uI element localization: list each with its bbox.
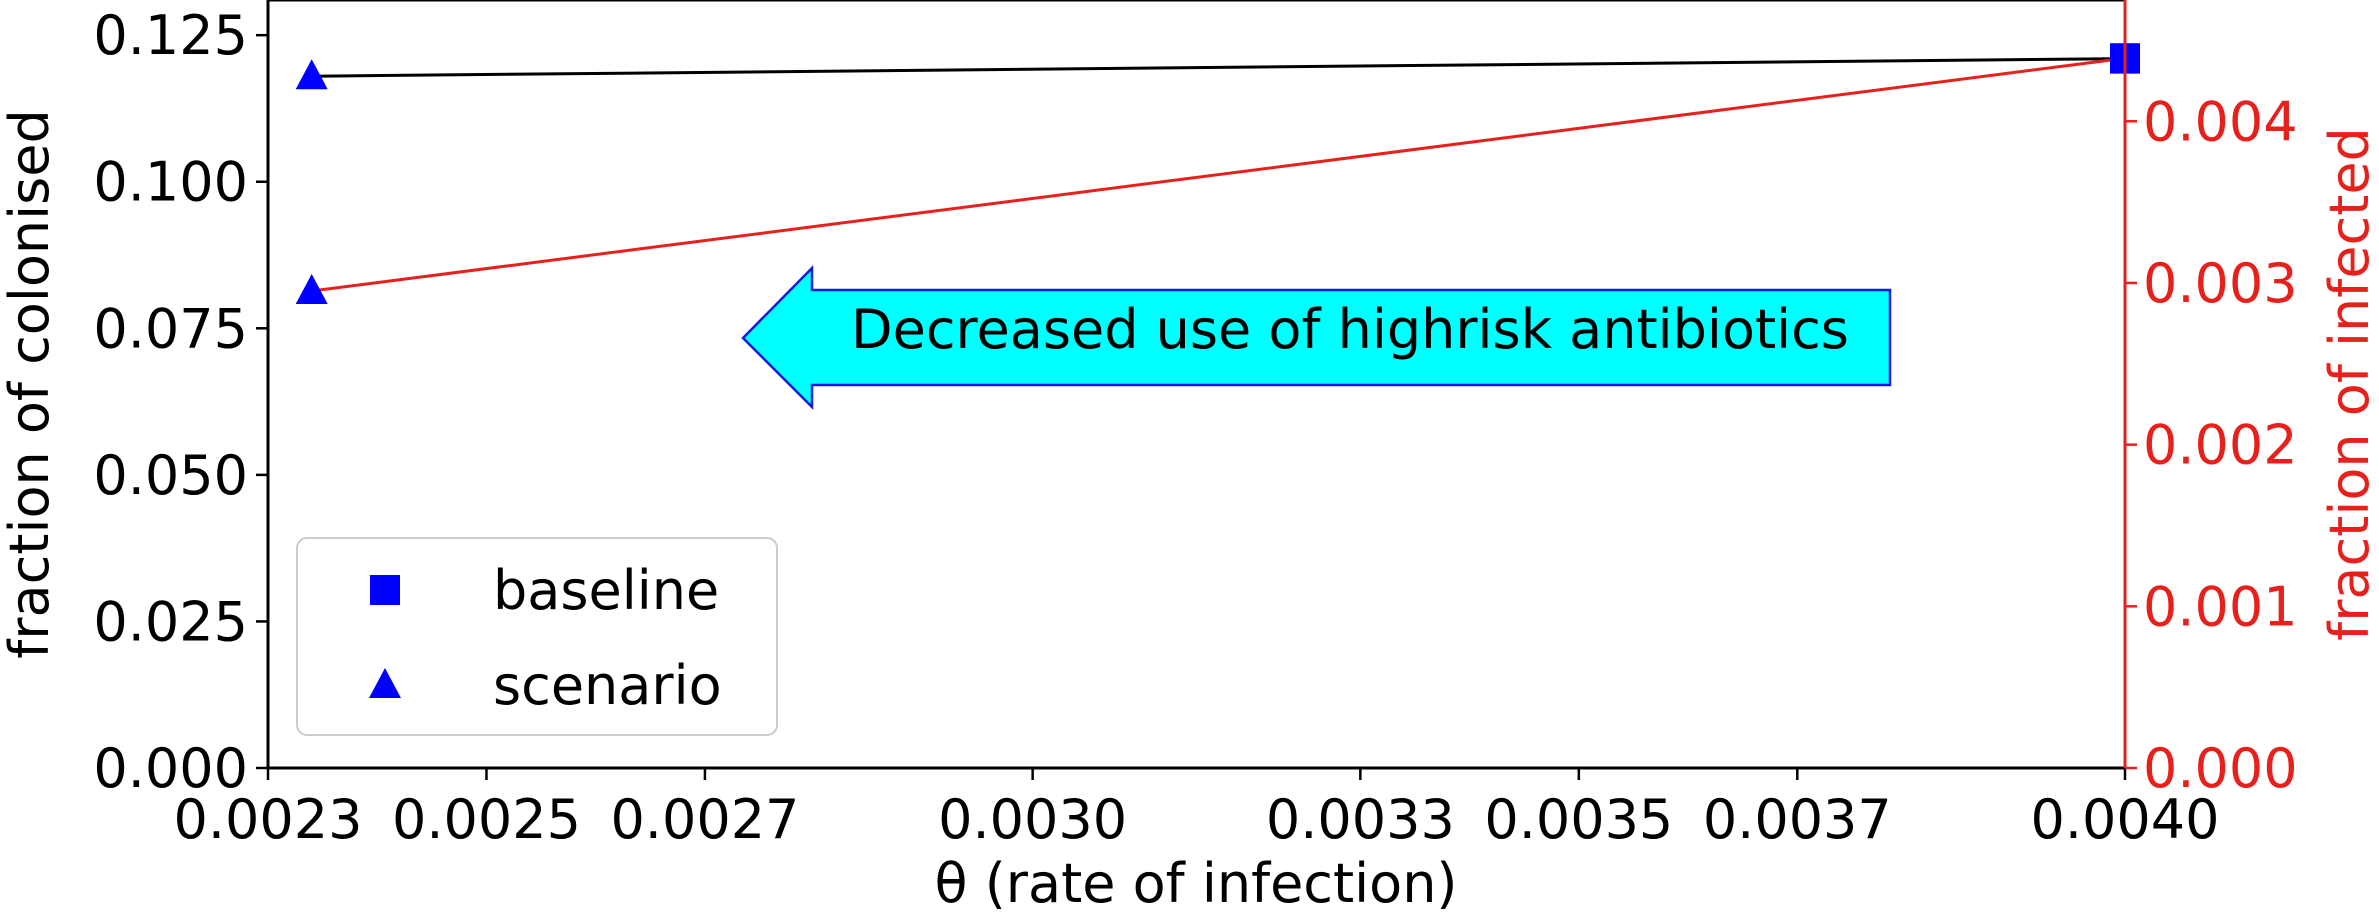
x-tick-label: 0.0030 — [938, 788, 1127, 851]
annotation-arrow: Decreased use of highrisk antibiotics — [741, 264, 1892, 411]
x-tick-label: 0.0040 — [2031, 788, 2220, 851]
y-left-tick-label: 0.100 — [93, 151, 248, 214]
y-right-tick-label: 0.000 — [2143, 737, 2298, 800]
x-tick-label: 0.0025 — [392, 788, 581, 851]
y-axis-label-left: fraction of colonised — [0, 109, 61, 658]
series-layer — [311, 56, 2126, 293]
legend-label: baseline — [493, 559, 719, 622]
legend-label: scenario — [493, 654, 722, 717]
x-axis: 0.0023 0.0025 0.0027 0.0030 0.0033 0.0035 0.00… — [174, 768, 2220, 851]
x-tick-label: 0.0035 — [1484, 788, 1673, 851]
y-right-tick-label: 0.003 — [2143, 252, 2298, 315]
y-left-tick-label: 0.025 — [93, 590, 248, 653]
y-left-tick-label: 0.125 — [93, 4, 248, 67]
y-right-tick-label: 0.001 — [2143, 575, 2298, 638]
x-tick-label: 0.0037 — [1703, 788, 1892, 851]
y-axis-right: 0.000 0.001 0.002 0.003 0.004 — [2123, 0, 2298, 800]
legend: baseline scenario — [296, 537, 778, 736]
series-line-left — [311, 57, 2126, 78]
y-right-tick-label: 0.004 — [2143, 90, 2298, 153]
y-axis-label-right: fraction of infected — [2318, 127, 2379, 641]
data-point-triangle — [295, 274, 328, 305]
annotation-arrow-shape — [741, 264, 1892, 411]
x-tick-label: 0.0023 — [174, 788, 363, 851]
legend-marker-triangle — [369, 668, 401, 698]
legend-marker-square — [370, 575, 400, 605]
y-left-tick-label: 0.050 — [93, 444, 248, 507]
x-tick-label: 0.0027 — [610, 788, 799, 851]
x-axis-label: θ (rate of infection) — [935, 852, 1458, 915]
x-tick-label: 0.0033 — [1266, 788, 1455, 851]
legend-frame — [296, 537, 778, 736]
data-point-triangle — [295, 59, 328, 90]
y-left-tick-label: 0.000 — [93, 737, 248, 800]
y-axis-left: 0.000 0.025 0.050 0.075 0.100 0.125 — [93, 4, 268, 800]
series-line-right — [311, 56, 2126, 293]
annotation-text: Decreased use of highrisk antibiotics — [851, 298, 1849, 361]
y-right-tick-label: 0.002 — [2143, 414, 2298, 477]
y-left-tick-label: 0.075 — [93, 297, 248, 360]
